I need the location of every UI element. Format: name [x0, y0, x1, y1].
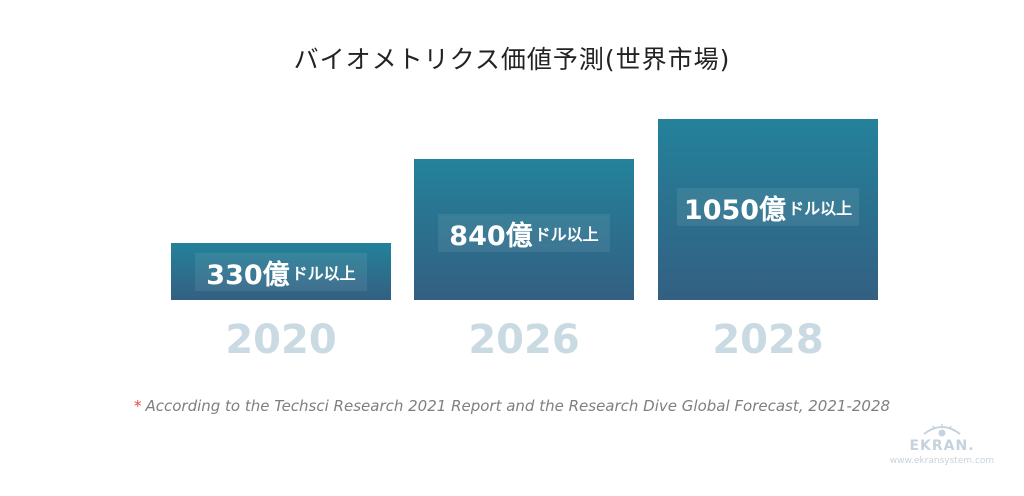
- bar: [171, 243, 391, 300]
- footnote-text: According to the Techsci Research 2021 R…: [145, 397, 891, 415]
- bar-value-label: 1050億 ドル以上: [677, 188, 859, 226]
- chart-title: バイオメトリクス価値予測(世界市場): [293, 45, 731, 74]
- logo-url: www.ekransystem.com: [889, 456, 995, 466]
- bar-value-unit: ドル以上: [291, 264, 356, 283]
- source-footnote: * According to the Techsci Research 2021 …: [0, 397, 1024, 415]
- x-tick-label: 2026: [468, 317, 580, 363]
- ekran-logo[interactable]: EKRAN. www.ekransystem.com: [882, 424, 1002, 466]
- bar-value-number: 840億: [449, 220, 533, 252]
- logo-brand: EKRAN.: [909, 438, 975, 454]
- bar-value-number: 1050億: [683, 194, 787, 226]
- bar: [658, 119, 878, 300]
- bar-value-label: 840億 ドル以上: [438, 214, 610, 252]
- bar: [414, 159, 634, 300]
- x-tick-label: 2020: [225, 317, 337, 363]
- bar-value-unit: ドル以上: [788, 199, 853, 218]
- eye-icon: [923, 424, 961, 437]
- bar-value-label: 330億 ドル以上: [195, 253, 367, 291]
- bar-value-number: 330億: [206, 259, 290, 291]
- footnote-marker: *: [133, 397, 142, 415]
- bar-value-unit: ドル以上: [534, 225, 599, 244]
- x-tick-label: 2028: [712, 317, 824, 363]
